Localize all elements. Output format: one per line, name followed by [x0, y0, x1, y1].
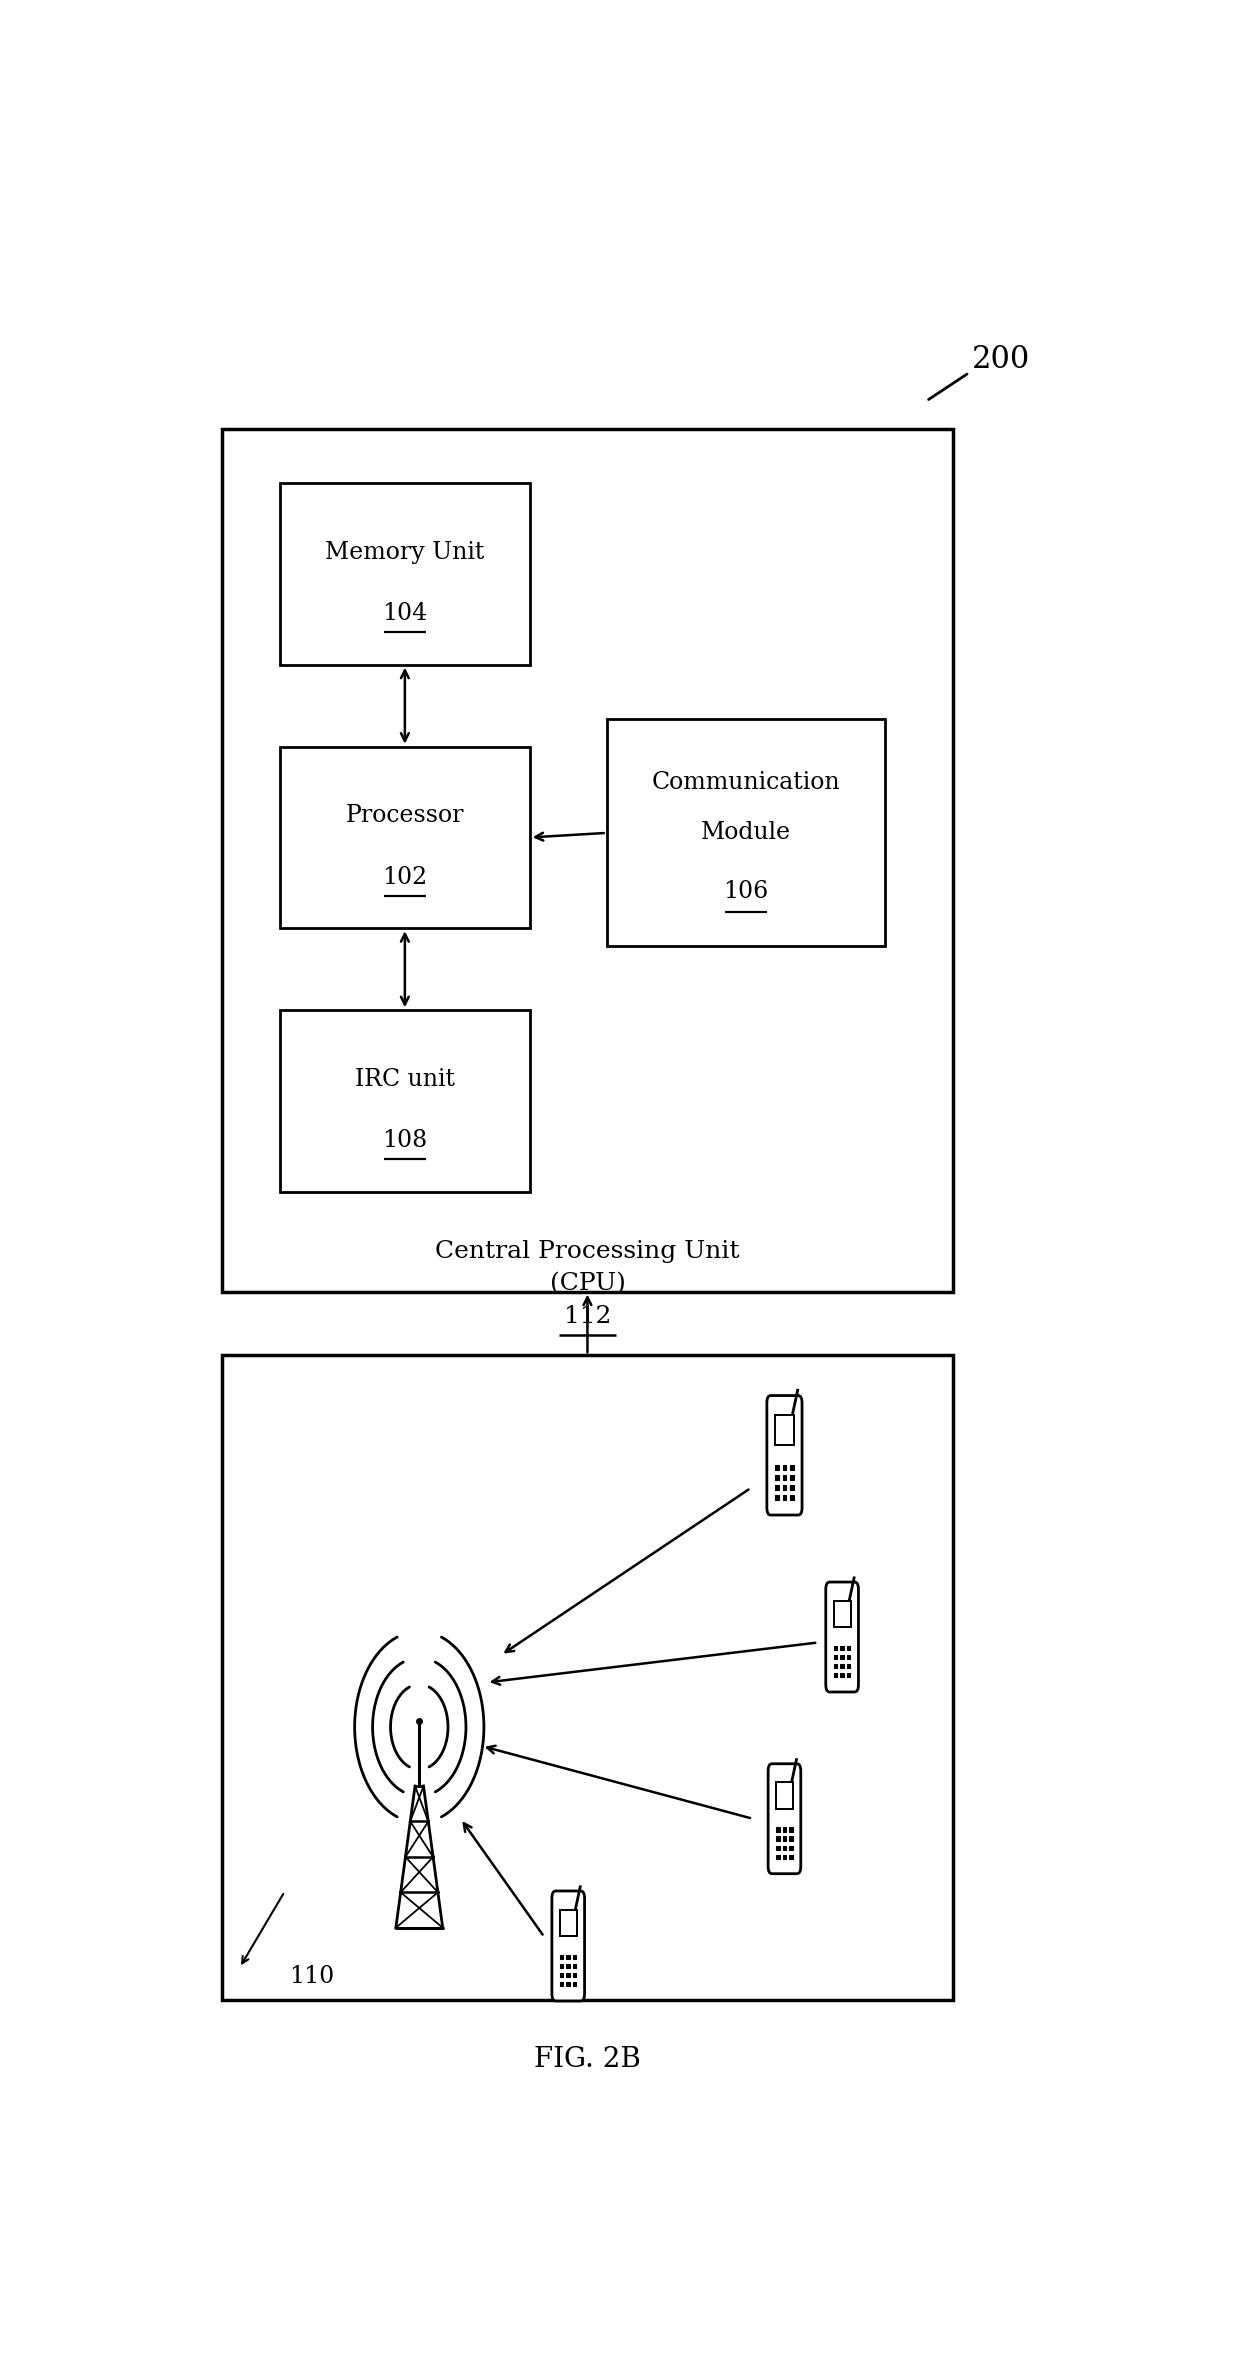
- Bar: [782, 1475, 786, 1480]
- Bar: [280, 746, 529, 927]
- Bar: [280, 1010, 529, 1192]
- Text: Central Processing Unit: Central Processing Unit: [435, 1239, 740, 1263]
- Bar: [790, 1466, 794, 1470]
- Bar: [567, 1973, 570, 1978]
- Text: Module: Module: [701, 821, 791, 845]
- Bar: [606, 720, 885, 946]
- Bar: [775, 1466, 779, 1470]
- Bar: [833, 1600, 851, 1628]
- Bar: [776, 1836, 780, 1841]
- FancyBboxPatch shape: [552, 1890, 584, 2001]
- Bar: [280, 484, 529, 666]
- FancyBboxPatch shape: [826, 1581, 858, 1692]
- Bar: [782, 1484, 786, 1489]
- Text: IRC unit: IRC unit: [355, 1067, 455, 1090]
- Bar: [789, 1836, 792, 1841]
- Bar: [775, 1416, 794, 1444]
- Bar: [789, 1855, 792, 1860]
- Bar: [847, 1664, 851, 1669]
- Bar: [790, 1475, 794, 1480]
- Bar: [567, 1954, 570, 1959]
- Bar: [789, 1846, 792, 1850]
- Bar: [560, 1982, 563, 1987]
- Text: Communication: Communication: [652, 772, 841, 795]
- Bar: [775, 1475, 779, 1480]
- FancyBboxPatch shape: [766, 1395, 802, 1515]
- Bar: [833, 1645, 837, 1650]
- Text: 108: 108: [382, 1130, 428, 1152]
- Text: Memory Unit: Memory Unit: [325, 540, 485, 564]
- Bar: [841, 1673, 844, 1678]
- Bar: [833, 1654, 837, 1659]
- Bar: [560, 1954, 563, 1959]
- Bar: [222, 430, 952, 1291]
- Bar: [776, 1827, 780, 1831]
- Bar: [559, 1909, 577, 1938]
- Bar: [841, 1654, 844, 1659]
- Bar: [782, 1494, 786, 1501]
- Text: 102: 102: [382, 866, 428, 890]
- Bar: [782, 1466, 786, 1470]
- Text: 112: 112: [564, 1305, 611, 1329]
- Text: 110: 110: [290, 1966, 335, 1987]
- Bar: [573, 1964, 577, 1968]
- Text: 200: 200: [972, 345, 1029, 375]
- Bar: [847, 1645, 851, 1650]
- Text: FIG. 2B: FIG. 2B: [534, 2046, 641, 2072]
- Bar: [782, 1836, 786, 1841]
- FancyBboxPatch shape: [768, 1763, 801, 1874]
- Bar: [782, 1855, 786, 1860]
- Bar: [567, 1982, 570, 1987]
- Bar: [841, 1664, 844, 1669]
- Bar: [567, 1964, 570, 1968]
- Bar: [790, 1484, 794, 1489]
- Bar: [573, 1954, 577, 1959]
- Bar: [782, 1827, 786, 1831]
- Bar: [776, 1855, 780, 1860]
- Bar: [222, 1355, 952, 2001]
- Text: Processor: Processor: [346, 805, 464, 826]
- Text: (CPU): (CPU): [549, 1272, 625, 1296]
- Bar: [789, 1827, 792, 1831]
- Bar: [573, 1973, 577, 1978]
- Bar: [560, 1973, 563, 1978]
- Bar: [775, 1494, 779, 1501]
- Bar: [775, 1484, 779, 1489]
- Bar: [782, 1846, 786, 1850]
- Bar: [560, 1964, 563, 1968]
- Bar: [847, 1654, 851, 1659]
- Text: 106: 106: [723, 880, 769, 904]
- Text: 104: 104: [382, 602, 428, 625]
- Bar: [833, 1673, 837, 1678]
- Bar: [776, 1846, 780, 1850]
- Bar: [841, 1645, 844, 1650]
- Bar: [833, 1664, 837, 1669]
- Bar: [790, 1494, 794, 1501]
- Bar: [776, 1782, 792, 1810]
- Bar: [573, 1982, 577, 1987]
- Bar: [847, 1673, 851, 1678]
